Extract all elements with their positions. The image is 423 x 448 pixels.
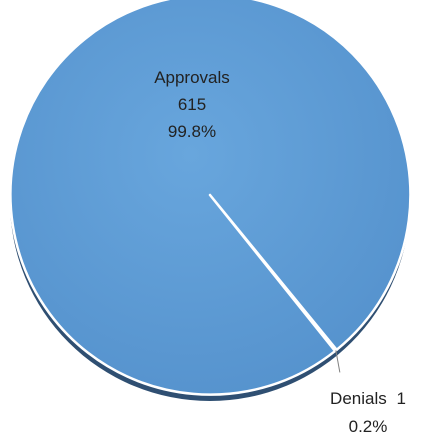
approvals-label: Approvals 615 99.8%	[154, 68, 230, 141]
denials-label-name: Denials 1	[330, 389, 406, 408]
denials-label-percent: 0.2%	[349, 417, 388, 436]
approvals-label-value: 615	[178, 95, 206, 114]
denials-label: Denials 1 0.2%	[330, 389, 406, 436]
pie-slices	[9, 0, 412, 396]
denials-leader-line	[335, 350, 341, 373]
approvals-label-name: Approvals	[154, 68, 230, 87]
approvals-label-percent: 99.8%	[168, 122, 216, 141]
pie-slice-approvals	[9, 0, 412, 396]
denials-label-name-text: Denials	[330, 389, 387, 408]
denials-label-value-text: 1	[396, 389, 405, 408]
